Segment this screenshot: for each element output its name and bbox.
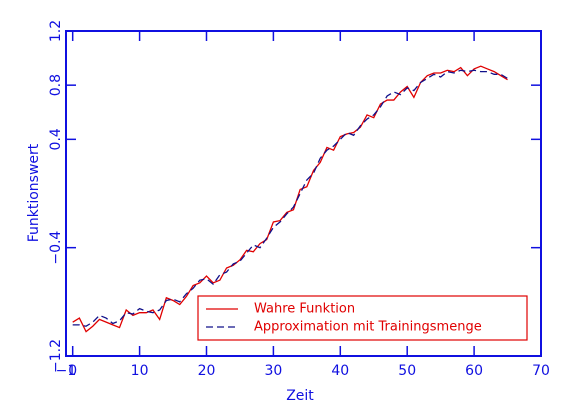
data-line	[72, 65, 508, 333]
y-tick-label: −0.4	[48, 231, 64, 265]
y-tick-label: 1.2	[48, 20, 64, 42]
x-tick-label: 20	[198, 363, 216, 379]
y-tick-label: 0.4	[48, 128, 64, 150]
x-tick-label: 60	[465, 363, 483, 379]
y-tick-label: −1.2	[48, 339, 64, 373]
plot-frame	[65, 30, 542, 357]
x-tick-label: 30	[264, 363, 282, 379]
y-axis-label: Funktionswert	[26, 143, 42, 242]
x-tick-label: 70	[532, 363, 550, 379]
x-tick-label: 40	[331, 363, 349, 379]
legend-label: Approximation mit Trainingsmenge	[254, 320, 482, 335]
x-axis-label: Zeit	[286, 388, 314, 404]
x-tick-label: 10	[131, 363, 149, 379]
data-line	[72, 69, 508, 327]
legend-label: Wahre Funktion	[254, 302, 355, 317]
y-tick-label: 0.8	[48, 74, 64, 96]
legend-box	[197, 295, 528, 341]
x-tick-label: 50	[398, 363, 416, 379]
x-tick-label: 0	[68, 363, 77, 379]
x-tick-label: −1	[56, 363, 77, 379]
